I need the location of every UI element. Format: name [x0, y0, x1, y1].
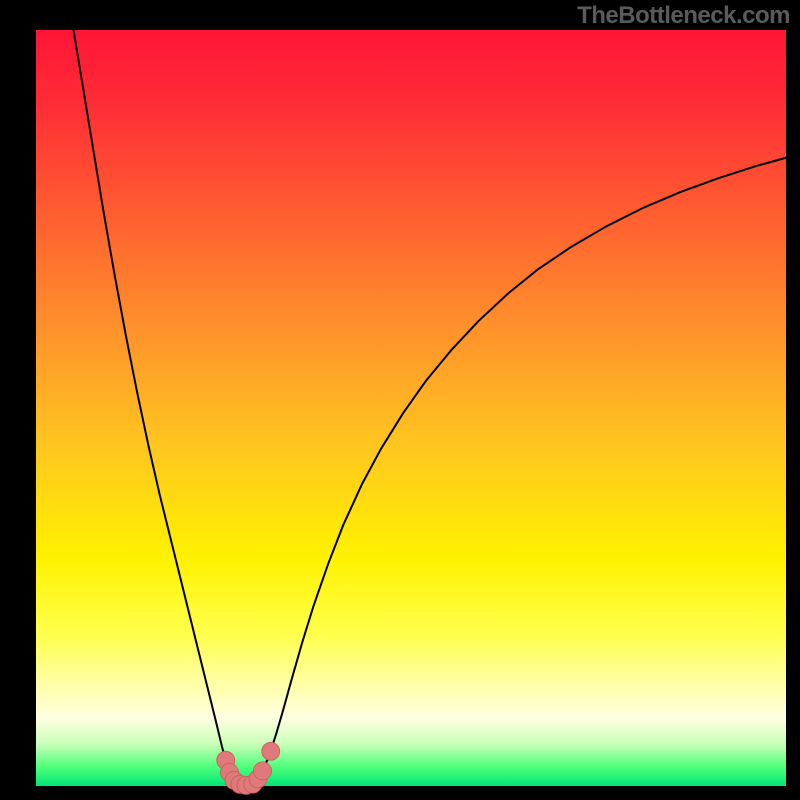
marker-dot	[254, 762, 272, 780]
plot-background-gradient	[36, 30, 786, 786]
chart-svg	[0, 0, 800, 800]
watermark-text: TheBottleneck.com	[577, 2, 790, 30]
marker-dot	[262, 742, 280, 760]
page-root: TheBottleneck.com	[0, 0, 800, 800]
